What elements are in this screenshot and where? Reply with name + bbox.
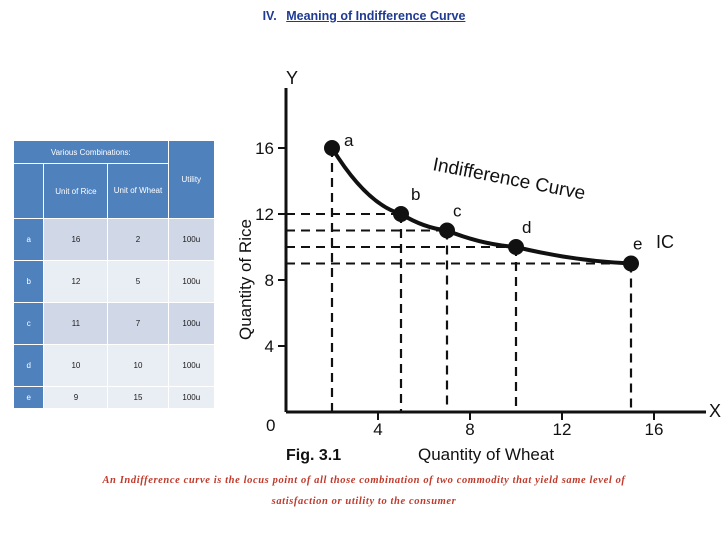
x-tick-label: 4	[373, 420, 382, 439]
row-label: b	[12, 260, 45, 303]
figure-label: Fig. 3.1	[286, 447, 341, 464]
heading-title: Meaning of Indifference Curve	[286, 9, 466, 23]
curve-label: Indifference Curve	[431, 154, 587, 204]
table-header-combinations: Various Combinations:	[13, 140, 169, 164]
point-marker	[393, 206, 409, 222]
table-header-rice: Unit of Rice	[43, 163, 109, 219]
row-wheat: 15	[107, 386, 169, 409]
point-label: e	[633, 235, 642, 254]
row-wheat: 10	[107, 344, 169, 387]
row-label: c	[12, 302, 45, 345]
row-rice: 9	[43, 386, 109, 409]
combinations-table: Various Combinations: Utility Unit of Ri…	[12, 140, 216, 409]
caption: An Indifference curve is the locus point…	[6, 470, 722, 512]
table-row: d 10 10 100u	[12, 344, 216, 387]
point-label: c	[453, 202, 462, 221]
caption-line-2: satisfaction or utility to the consumer	[271, 496, 457, 507]
table-header-utility: Utility	[167, 140, 216, 219]
point-label: b	[411, 185, 420, 204]
point-label: d	[522, 218, 531, 237]
y-axis-label: Quantity of Rice	[236, 219, 255, 340]
heading-number: IV.	[262, 9, 277, 23]
row-wheat: 7	[107, 302, 169, 345]
point-marker	[324, 140, 340, 156]
row-rice: 11	[43, 302, 109, 345]
row-rice: 10	[43, 344, 109, 387]
point-label: a	[344, 131, 354, 150]
row-label: d	[12, 344, 45, 387]
table-row: b 12 5 100u	[12, 260, 216, 303]
row-rice: 16	[43, 218, 109, 261]
indifference-curve-chart: 4 8 12 16 4 8 12 16 a b c d e Indifference Curve IC…	[236, 68, 721, 464]
row-label: a	[12, 218, 45, 261]
y-tick-label: 12	[255, 205, 274, 224]
x-axis-letter: X	[709, 401, 721, 421]
x-tick-label: 16	[645, 420, 664, 439]
y-tick-label: 8	[265, 271, 274, 290]
indifference-curve-figure: 4 8 12 16 4 8 12 16 a b c d e Indifference Curve IC…	[222, 60, 728, 465]
y-tick-label: 4	[265, 337, 274, 356]
row-utility: 100u	[167, 344, 216, 387]
table-header-blank	[12, 163, 45, 219]
point-marker	[439, 222, 455, 239]
row-utility: 100u	[167, 218, 216, 261]
point-marker	[508, 239, 524, 255]
table-row: e 9 15 100u	[12, 386, 216, 409]
x-tick-label: 12	[553, 420, 572, 439]
slide-heading: IV. Meaning of Indifference Curve	[0, 9, 728, 23]
row-rice: 12	[43, 260, 109, 303]
y-axis-letter: Y	[286, 68, 298, 88]
table-row: a 16 2 100u	[12, 218, 216, 261]
table-row: c 11 7 100u	[12, 302, 216, 345]
row-label: e	[12, 386, 45, 409]
origin-label: 0	[266, 416, 275, 435]
table-header-wheat: Unit of Wheat	[107, 163, 169, 219]
row-utility: 100u	[167, 302, 216, 345]
row-utility: 100u	[167, 260, 216, 303]
ic-label: IC	[656, 232, 674, 252]
y-tick-label: 16	[255, 139, 274, 158]
row-wheat: 2	[107, 218, 169, 261]
caption-line-1: An Indifference curve is the locus point…	[102, 475, 626, 486]
row-utility: 100u	[167, 386, 216, 409]
point-marker	[623, 255, 639, 272]
x-tick-label: 8	[465, 420, 474, 439]
x-axis-label: Quantity of Wheat	[418, 445, 554, 464]
row-wheat: 5	[107, 260, 169, 303]
